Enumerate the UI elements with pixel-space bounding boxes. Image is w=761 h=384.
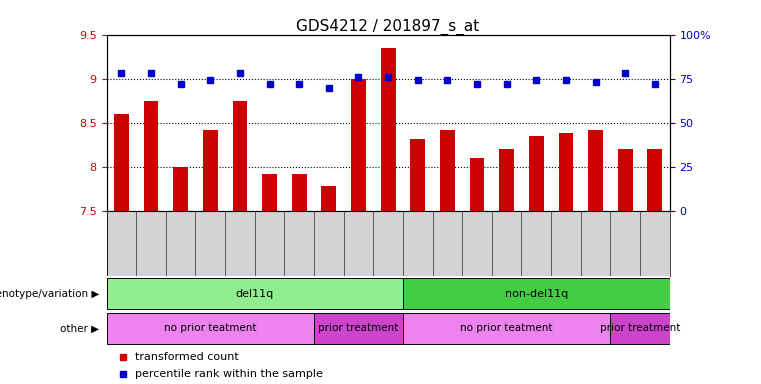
Bar: [262, 174, 277, 211]
Text: del11q: del11q: [236, 289, 274, 299]
Bar: [107, 313, 314, 344]
Bar: [107, 278, 403, 310]
Bar: [321, 187, 336, 211]
Bar: [351, 79, 366, 211]
Bar: [114, 114, 129, 211]
Bar: [470, 158, 485, 211]
Text: prior treatment: prior treatment: [600, 323, 680, 333]
Text: genotype/variation ▶: genotype/variation ▶: [0, 289, 99, 299]
Bar: [618, 149, 632, 211]
Bar: [440, 130, 455, 211]
Bar: [380, 48, 396, 211]
Bar: [610, 313, 670, 344]
Bar: [559, 134, 573, 211]
Text: no prior teatment: no prior teatment: [460, 323, 553, 333]
Bar: [144, 101, 158, 211]
Bar: [233, 101, 247, 211]
Text: no prior teatment: no prior teatment: [164, 323, 256, 333]
Text: non-del11q: non-del11q: [505, 289, 568, 299]
Bar: [588, 130, 603, 211]
Bar: [410, 139, 425, 211]
Bar: [648, 149, 662, 211]
Bar: [174, 167, 188, 211]
Text: percentile rank within the sample: percentile rank within the sample: [135, 369, 323, 379]
Text: prior treatment: prior treatment: [318, 323, 399, 333]
Title: GDS4212 / 201897_s_at: GDS4212 / 201897_s_at: [297, 18, 479, 35]
Bar: [403, 313, 610, 344]
Bar: [314, 313, 403, 344]
Bar: [499, 149, 514, 211]
Bar: [529, 136, 543, 211]
Bar: [203, 130, 218, 211]
Bar: [291, 174, 307, 211]
Bar: [403, 278, 670, 310]
Text: transformed count: transformed count: [135, 352, 238, 362]
Text: other ▶: other ▶: [60, 323, 99, 333]
